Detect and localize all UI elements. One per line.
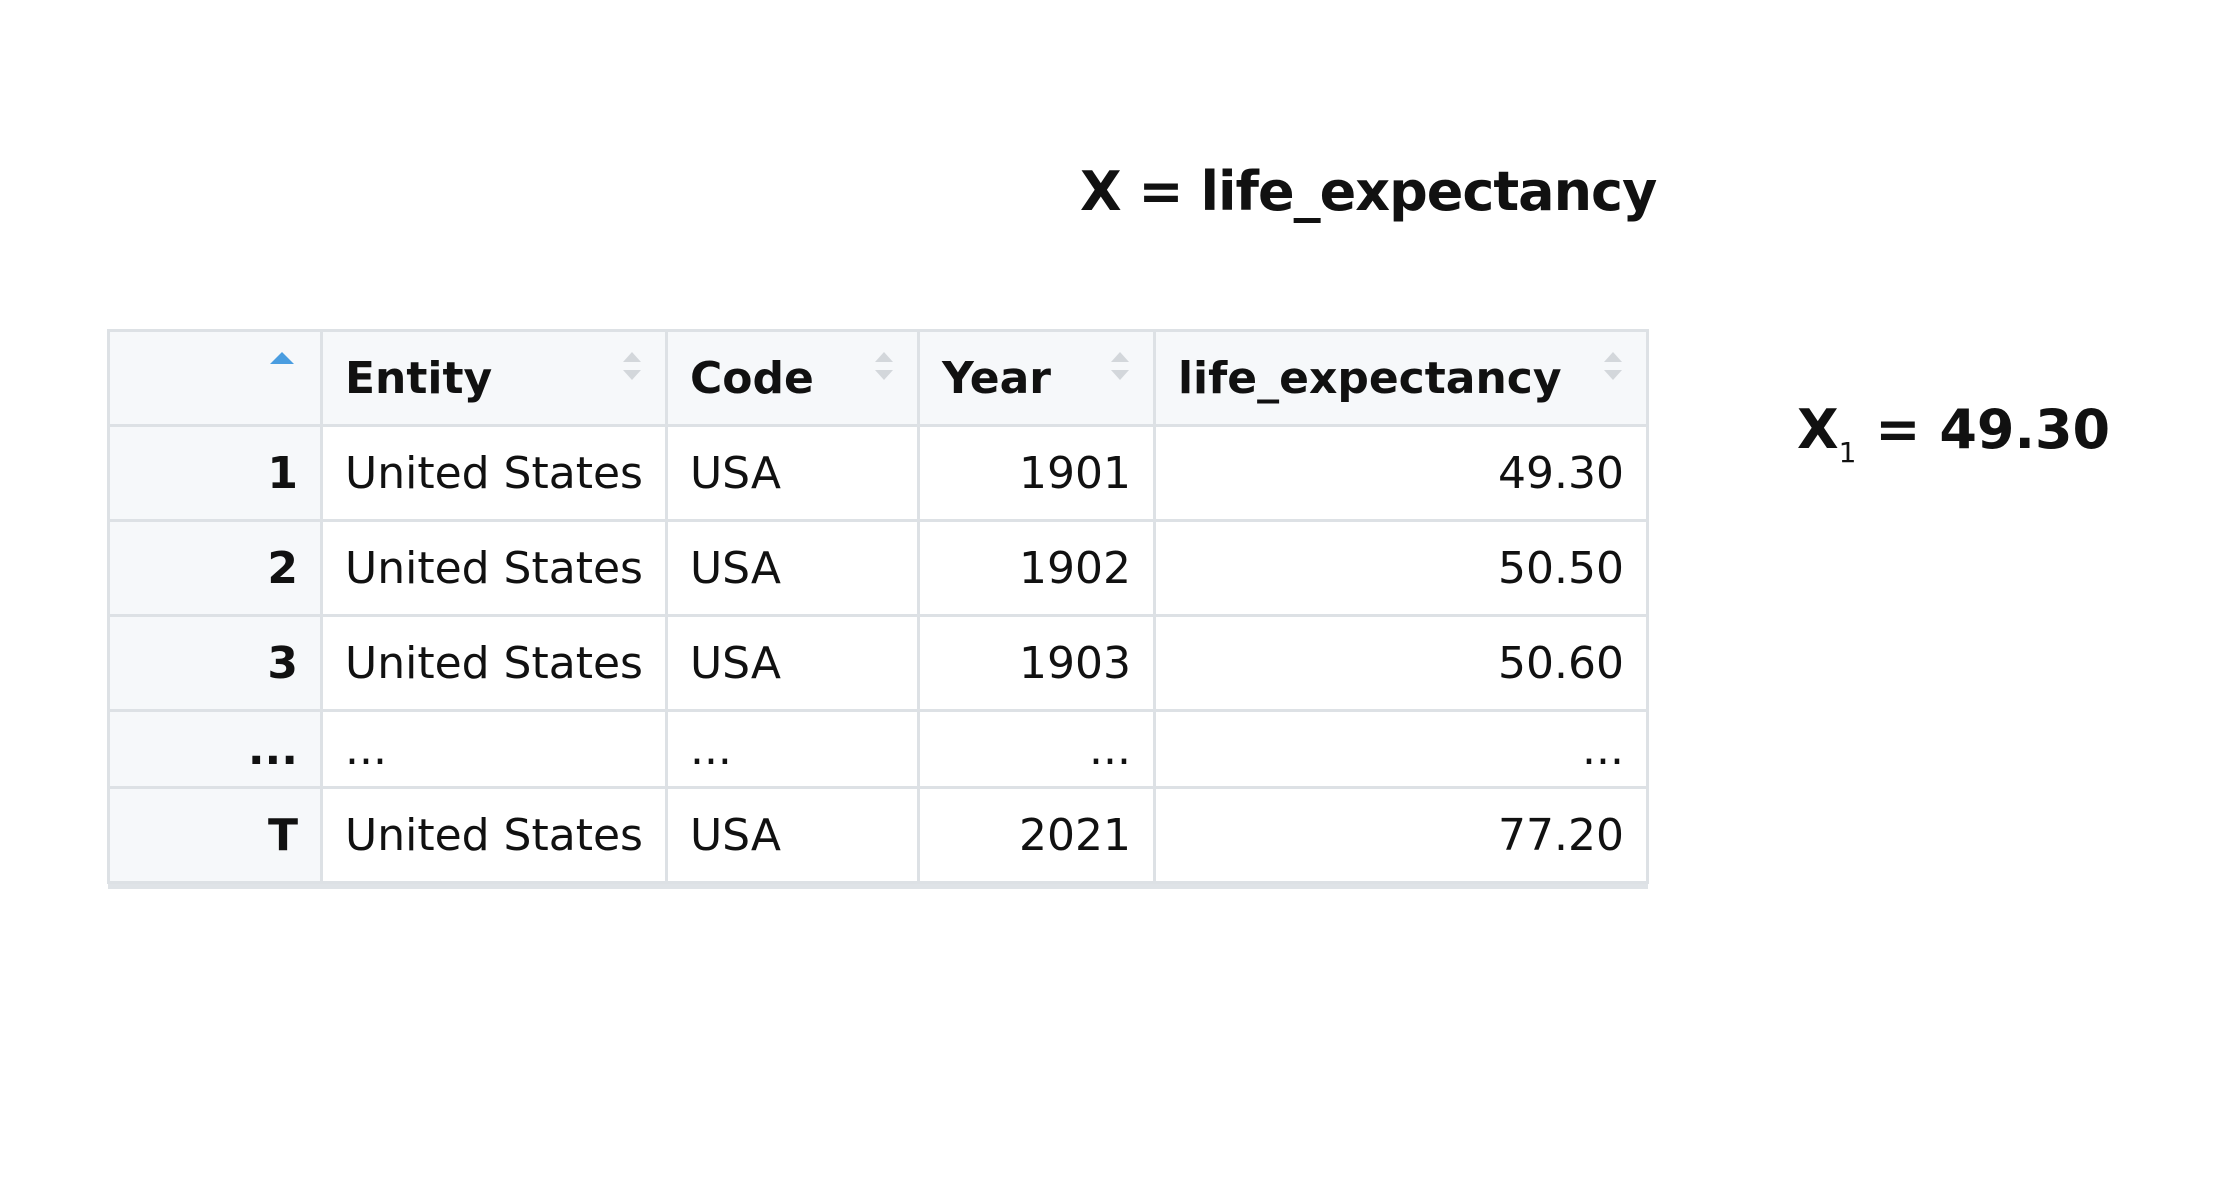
- sort-icon: [1603, 352, 1622, 380]
- table-cell: USA: [664, 519, 920, 617]
- row-index: ...: [107, 709, 323, 789]
- row-index: 3: [107, 614, 323, 712]
- annotation-symbol: X: [1797, 398, 1839, 461]
- column-header[interactable]: Code: [664, 329, 920, 427]
- annotation-value: = 49.30: [1875, 398, 2111, 461]
- table-cell: United States: [320, 614, 668, 712]
- table: Entity Code Year life_expectancy 1 United St…: [107, 329, 1649, 884]
- sort-icon: [622, 352, 641, 380]
- data-table: Entity Code Year life_expectancy 1 United St…: [107, 329, 1649, 884]
- table-body: 1 United States USA 1901 49.30 2 United States…: [107, 424, 1649, 884]
- table-row: ...............: [107, 709, 1649, 789]
- table-row: 1 United States USA 1901 49.30: [107, 424, 1649, 522]
- table-cell: ...: [320, 709, 668, 789]
- table-cell: USA: [664, 786, 920, 884]
- annotation-subscript: 1: [1838, 436, 1857, 469]
- table-cell: USA: [664, 424, 920, 522]
- sort-icon: [270, 352, 294, 364]
- table-row: 3 United States USA 1903 50.60: [107, 614, 1649, 712]
- table-cell: United States: [320, 519, 668, 617]
- row-index: 1: [107, 424, 323, 522]
- table-row: 2 United States USA 1902 50.50: [107, 519, 1649, 617]
- sort-icon: [1110, 352, 1129, 380]
- column-header[interactable]: Year: [916, 329, 1156, 427]
- header-row: Entity Code Year life_expectancy: [107, 329, 1649, 427]
- table-cell: 49.30: [1152, 424, 1649, 522]
- table-cell: 50.50: [1152, 519, 1649, 617]
- row-index: T: [107, 786, 323, 884]
- table-cell: United States: [320, 424, 668, 522]
- table-row: T United States USA 2021 77.20: [107, 786, 1649, 884]
- column-header-text: Year: [941, 352, 1052, 404]
- table-cell: 2021: [916, 786, 1156, 884]
- title: X = life_expectancy: [1080, 160, 1657, 223]
- column-header-text: Code: [689, 352, 814, 404]
- column-header-text: life_expectancy: [1177, 352, 1562, 404]
- table-cell: ...: [1152, 709, 1649, 789]
- sort-icon: [874, 352, 893, 380]
- table-cell: United States: [320, 786, 668, 884]
- table-cell: ...: [916, 709, 1156, 789]
- column-header[interactable]: life_expectancy: [1152, 329, 1649, 427]
- table-cell: ...: [664, 709, 920, 789]
- row-index: 2: [107, 519, 323, 617]
- table-cell: 1903: [916, 614, 1156, 712]
- table-cell: 50.60: [1152, 614, 1649, 712]
- annotation: X1 = 49.30: [1797, 398, 2110, 469]
- table-cell: 77.20: [1152, 786, 1649, 884]
- table-cell: 1901: [916, 424, 1156, 522]
- table-cell: 1902: [916, 519, 1156, 617]
- column-header[interactable]: Entity: [320, 329, 668, 427]
- index-header[interactable]: [107, 329, 323, 427]
- table-cell: USA: [664, 614, 920, 712]
- column-header-text: Entity: [345, 352, 493, 404]
